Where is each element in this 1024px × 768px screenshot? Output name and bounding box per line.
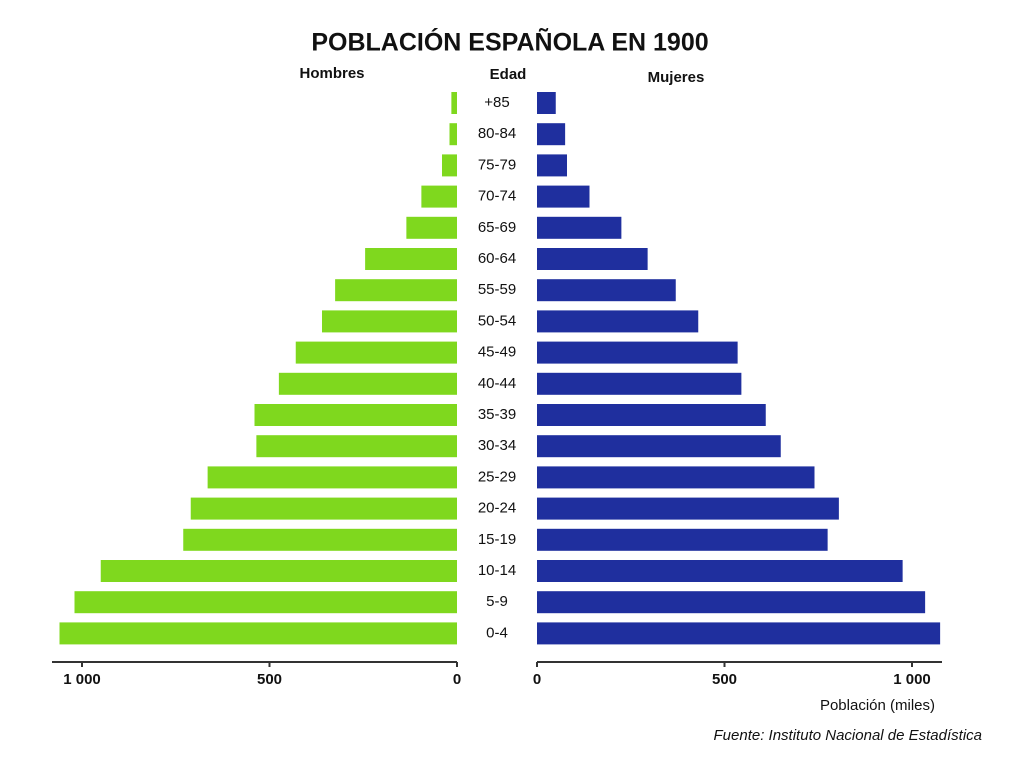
category-label: 20-24 xyxy=(478,500,516,517)
bar xyxy=(537,466,815,489)
category-label: 70-74 xyxy=(478,188,516,205)
bar xyxy=(100,560,457,582)
bar xyxy=(59,622,457,645)
category-label: 40-44 xyxy=(478,375,516,392)
bar xyxy=(537,497,839,520)
bar xyxy=(254,404,457,426)
bar xyxy=(537,528,828,551)
bar xyxy=(406,216,457,239)
bar xyxy=(537,279,676,302)
bar xyxy=(335,279,457,302)
category-label: 0-4 xyxy=(486,624,508,641)
bar xyxy=(537,248,648,270)
category-label: 10-14 xyxy=(478,562,516,579)
legend-label: Mujeres xyxy=(648,69,705,86)
bar xyxy=(537,185,590,208)
category-label: 55-59 xyxy=(478,281,516,298)
x-tick-label: 1 000 xyxy=(893,671,931,688)
bar xyxy=(537,154,567,177)
category-label: 45-49 xyxy=(478,344,516,361)
category-axis-label: Edad xyxy=(490,66,527,83)
x-axis-label: Población (miles) xyxy=(820,697,935,714)
source-note: Fuente: Instituto Nacional de Estadístic… xyxy=(714,727,982,744)
bar xyxy=(537,622,941,645)
bar xyxy=(183,528,457,551)
x-tick-label: 500 xyxy=(257,671,282,688)
x-tick-label: 0 xyxy=(453,671,461,688)
bar xyxy=(74,591,457,614)
bar xyxy=(256,435,457,458)
category-label: 60-64 xyxy=(478,250,516,267)
bar xyxy=(365,248,457,270)
category-label: 80-84 xyxy=(478,125,516,142)
category-label: 65-69 xyxy=(478,219,516,236)
x-tick-label: 500 xyxy=(712,671,737,688)
bar xyxy=(537,404,766,426)
bar xyxy=(537,591,926,614)
bar xyxy=(537,216,622,239)
bar xyxy=(537,310,699,333)
category-label: 75-79 xyxy=(478,156,516,173)
bar xyxy=(537,341,738,364)
category-label: 25-29 xyxy=(478,468,516,485)
bar xyxy=(537,435,781,458)
bar xyxy=(421,185,457,208)
bar xyxy=(537,123,566,146)
bar xyxy=(207,466,457,489)
category-label: 35-39 xyxy=(478,406,516,423)
bar xyxy=(537,372,742,395)
category-label: 30-34 xyxy=(478,437,516,454)
bar xyxy=(449,123,457,146)
category-label: 5-9 xyxy=(486,593,508,610)
chart-title: POBLACIÓN ESPAÑOLA EN 1900 xyxy=(311,27,708,57)
category-label: +85 xyxy=(484,94,509,111)
bar xyxy=(278,372,457,395)
bar xyxy=(537,92,556,114)
bar xyxy=(451,92,457,114)
x-tick-label: 0 xyxy=(533,671,541,688)
category-label: 50-54 xyxy=(478,312,516,329)
legend-label: Hombres xyxy=(299,65,364,82)
bar xyxy=(190,497,457,520)
x-tick-label: 1 000 xyxy=(63,671,101,688)
category-label: 15-19 xyxy=(478,531,516,548)
bar xyxy=(295,341,457,364)
bar xyxy=(322,310,457,333)
bar xyxy=(537,560,903,582)
bar xyxy=(442,154,457,177)
